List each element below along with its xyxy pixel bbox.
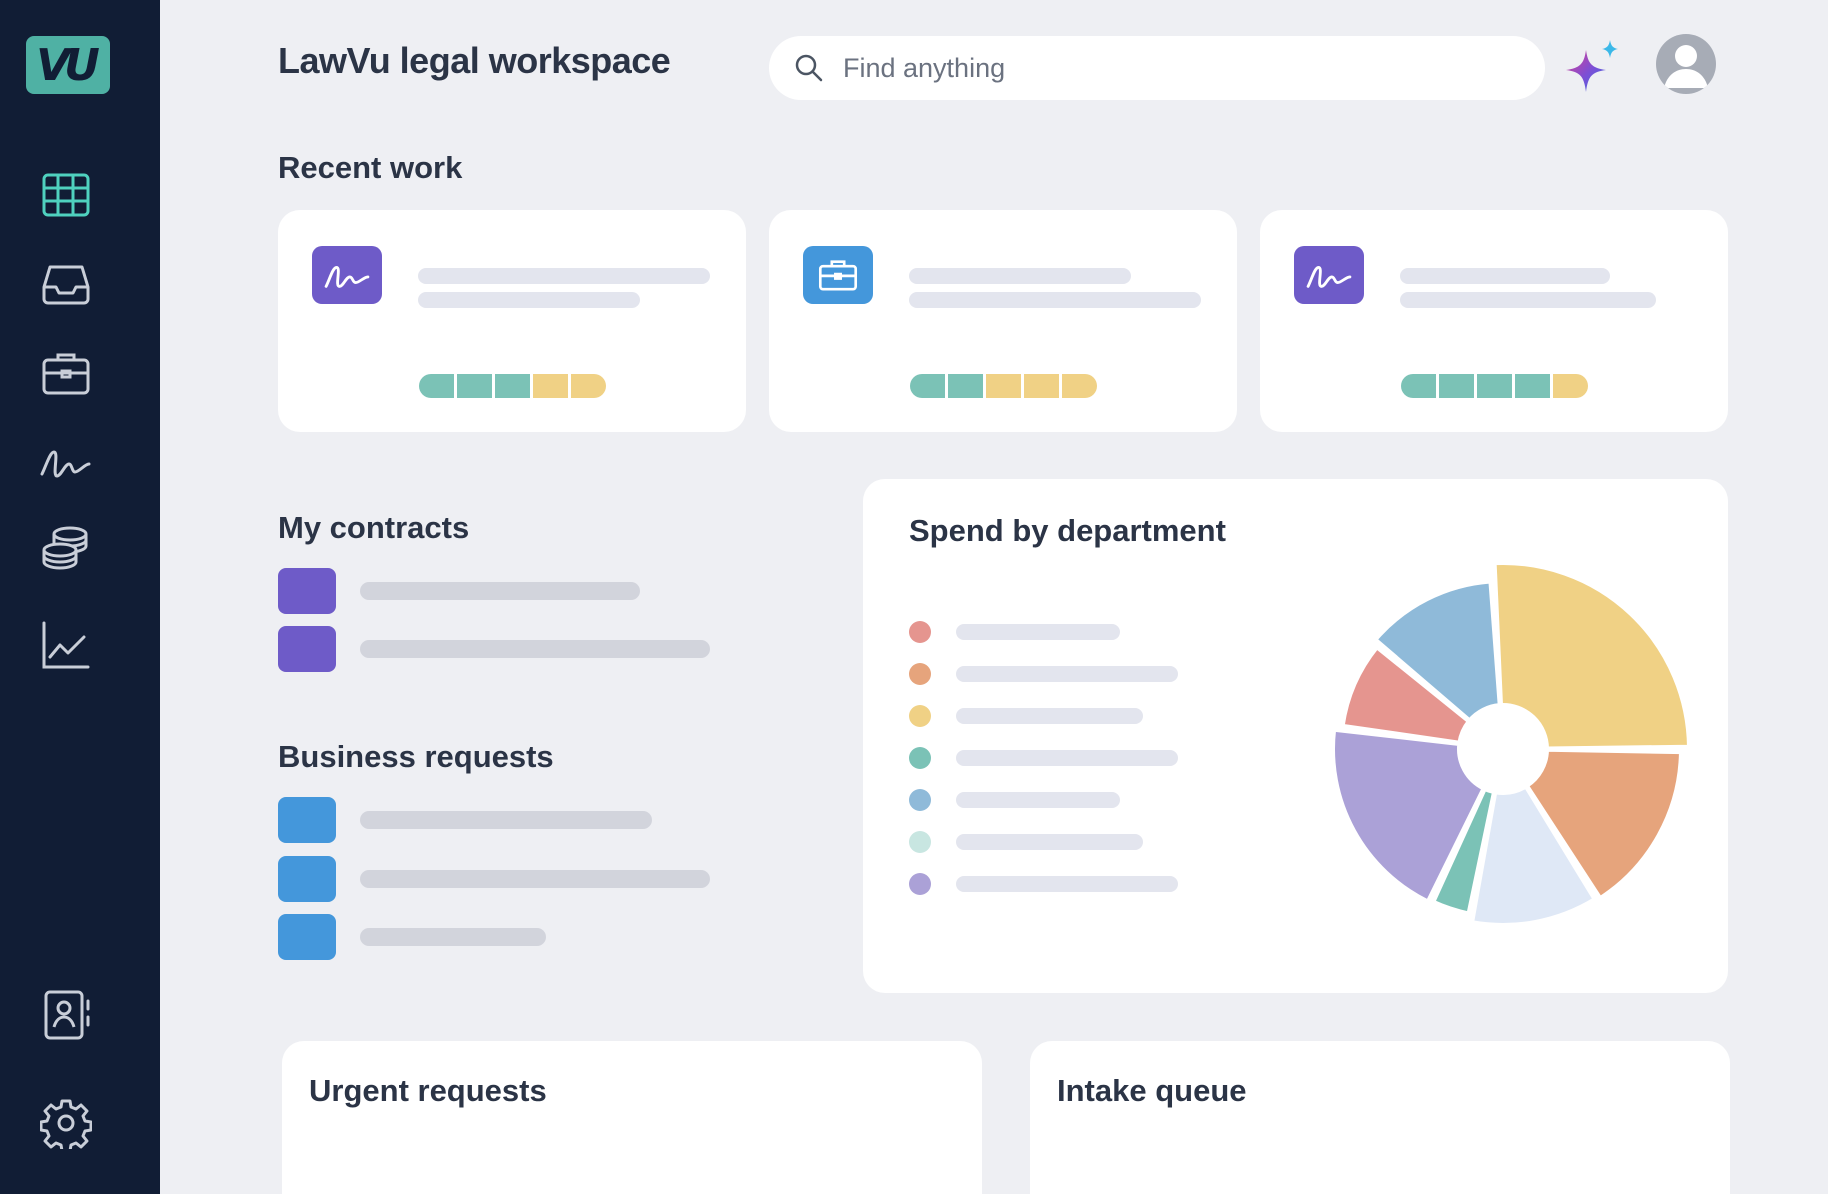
progress-bar: [910, 374, 1097, 398]
request-item-placeholder[interactable]: [360, 870, 710, 888]
sidebar-item-inbox[interactable]: [38, 255, 94, 311]
request-item-icon[interactable]: [278, 914, 336, 960]
recent-work-card[interactable]: [769, 210, 1237, 432]
request-item-placeholder[interactable]: [360, 928, 546, 946]
search-icon: [795, 54, 823, 82]
legend-dot: [909, 831, 931, 853]
request-item-icon[interactable]: [278, 856, 336, 902]
avatar[interactable]: [1656, 34, 1716, 94]
title-placeholder: [909, 268, 1131, 284]
spend-pie-chart[interactable]: [1293, 539, 1713, 959]
spend-heading: Spend by department: [909, 513, 1226, 548]
business-requests-heading: Business requests: [278, 739, 554, 774]
legend-dot: [909, 747, 931, 769]
spend-by-department-card[interactable]: Spend by department: [863, 479, 1728, 993]
lawvu-logo[interactable]: VU: [26, 36, 110, 94]
signature-icon: [40, 450, 91, 478]
legend-label-placeholder: [956, 624, 1120, 640]
legend-label-placeholder: [956, 834, 1143, 850]
subtitle-placeholder: [909, 292, 1201, 308]
intake-queue-card[interactable]: Intake queue: [1030, 1041, 1730, 1194]
grid-icon: [42, 173, 90, 217]
signature-icon: [312, 246, 382, 304]
my-contracts-heading: My contracts: [278, 510, 470, 545]
sidebar-item-contacts[interactable]: [38, 987, 94, 1043]
request-item-placeholder[interactable]: [360, 811, 652, 829]
contract-item-icon[interactable]: [278, 568, 336, 614]
search-bar[interactable]: [769, 36, 1545, 100]
legend-label-placeholder: [956, 666, 1178, 682]
contract-item-icon[interactable]: [278, 626, 336, 672]
sidebar: VU: [0, 0, 160, 1194]
pie-slice[interactable]: [1340, 645, 1471, 745]
pie-slice[interactable]: [1373, 579, 1502, 723]
subtitle-placeholder: [1400, 292, 1656, 308]
contacts-icon: [44, 990, 90, 1040]
recent-work-card[interactable]: [278, 210, 746, 432]
legend-dot: [909, 789, 931, 811]
legend-dot: [909, 873, 931, 895]
legend-dot: [909, 663, 931, 685]
sidebar-item-contracts[interactable]: [38, 432, 94, 488]
progress-bar: [1401, 374, 1588, 398]
recent-work-heading: Recent work: [278, 150, 463, 185]
legend-label-placeholder: [956, 876, 1178, 892]
briefcase-icon: [803, 246, 873, 304]
pie-slice[interactable]: [1331, 727, 1486, 904]
user-icon: [1664, 45, 1708, 88]
sidebar-item-spend[interactable]: [38, 520, 94, 576]
page-title: LawVu legal workspace: [278, 40, 671, 81]
sparkle-icon: [1566, 40, 1618, 92]
legend-dot: [909, 621, 931, 643]
legend-label-placeholder: [956, 792, 1120, 808]
ai-assistant-button[interactable]: [1560, 36, 1624, 100]
sidebar-item-matters[interactable]: [38, 345, 94, 401]
recent-work-card[interactable]: [1260, 210, 1728, 432]
line-chart-icon: [42, 621, 90, 669]
title-placeholder: [418, 268, 710, 284]
search-input[interactable]: [843, 52, 1443, 84]
title-placeholder: [1400, 268, 1610, 284]
urgent-requests-heading: Urgent requests: [309, 1073, 547, 1108]
subtitle-placeholder: [418, 292, 640, 308]
sidebar-item-dashboard[interactable]: [38, 167, 94, 223]
legend-dot: [909, 705, 931, 727]
briefcase-icon: [42, 353, 90, 395]
pie-slice[interactable]: [1470, 784, 1597, 927]
logo-text: VU: [36, 39, 100, 91]
pie-slice[interactable]: [1525, 747, 1683, 901]
request-item-icon[interactable]: [278, 797, 336, 843]
sidebar-item-insights[interactable]: [38, 617, 94, 673]
contract-item-placeholder[interactable]: [360, 582, 640, 600]
inbox-icon: [42, 265, 90, 305]
database-icon: [42, 526, 88, 570]
contract-item-placeholder[interactable]: [360, 640, 710, 658]
legend-label-placeholder: [956, 708, 1143, 724]
pie-slice[interactable]: [1492, 561, 1691, 751]
urgent-requests-card[interactable]: Urgent requests: [282, 1041, 982, 1194]
intake-queue-heading: Intake queue: [1057, 1073, 1247, 1108]
legend-label-placeholder: [956, 750, 1178, 766]
gear-icon: [40, 1099, 92, 1149]
sidebar-item-settings[interactable]: [38, 1095, 94, 1151]
progress-bar: [419, 374, 606, 398]
signature-icon: [1294, 246, 1364, 304]
